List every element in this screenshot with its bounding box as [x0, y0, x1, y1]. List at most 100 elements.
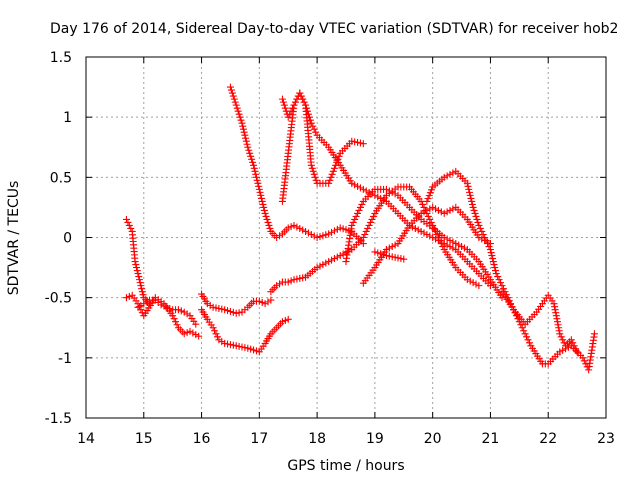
data-point	[449, 238, 457, 246]
data-point	[259, 200, 267, 208]
data-point	[306, 116, 314, 124]
data-point	[139, 291, 147, 299]
data-point	[425, 192, 433, 200]
data-point	[284, 224, 292, 232]
data-point	[351, 181, 359, 189]
data-point	[349, 218, 357, 226]
data-point	[228, 89, 236, 97]
data-point	[472, 280, 480, 288]
data-point	[466, 277, 474, 285]
data-point	[296, 89, 304, 97]
data-point	[281, 317, 289, 325]
data-point	[356, 139, 364, 147]
data-point	[382, 252, 390, 260]
data-point	[241, 131, 249, 139]
data-point	[278, 95, 286, 103]
data-point	[328, 228, 336, 236]
data-point	[280, 101, 288, 109]
series-arc-10	[342, 185, 506, 302]
data-point	[333, 253, 341, 261]
data-point	[486, 246, 494, 254]
data-point	[569, 339, 577, 347]
data-point	[427, 218, 435, 226]
data-point	[348, 137, 356, 145]
x-tick-label: 18	[308, 431, 326, 447]
data-point	[419, 200, 427, 208]
data-point	[351, 215, 359, 223]
data-point	[498, 282, 506, 290]
x-tick-label: 16	[193, 431, 211, 447]
data-point	[426, 189, 434, 197]
data-point	[244, 344, 252, 352]
data-point	[518, 324, 526, 332]
data-point	[247, 152, 255, 160]
data-point	[243, 140, 251, 148]
data-point	[257, 191, 265, 199]
x-tick-label: 23	[597, 431, 615, 447]
series-arc-13	[423, 167, 598, 374]
data-point	[234, 107, 242, 115]
data-point	[356, 184, 364, 192]
data-point	[463, 179, 471, 187]
data-point	[244, 143, 252, 151]
data-point	[192, 320, 200, 328]
data-point	[391, 241, 399, 249]
data-point	[523, 333, 531, 341]
data-point	[237, 116, 245, 124]
data-point	[256, 188, 264, 196]
data-point	[555, 327, 563, 335]
series-arc-12	[371, 248, 408, 263]
data-point	[304, 229, 312, 237]
data-point	[246, 149, 254, 157]
data-point	[132, 261, 140, 269]
data-point	[290, 276, 298, 284]
data-point	[430, 224, 438, 232]
data-point	[293, 223, 301, 231]
data-point	[122, 215, 130, 223]
data-point	[374, 249, 382, 257]
data-point	[492, 270, 500, 278]
data-point	[440, 209, 448, 217]
data-point	[186, 327, 194, 335]
data-point	[557, 333, 565, 341]
data-point	[290, 101, 298, 109]
data-point	[484, 240, 492, 248]
data-point	[380, 251, 388, 259]
data-point	[359, 140, 367, 148]
data-point	[333, 225, 341, 233]
data-point	[468, 200, 476, 208]
data-point	[287, 277, 295, 285]
data-point	[336, 252, 344, 260]
data-point	[550, 300, 558, 308]
data-point	[192, 331, 200, 339]
data-point	[429, 203, 437, 211]
tick-label-layer: 14 15 16 17 18 19 20 21 22 23 -1.5 -1 -0.5 0 0.5 1 1.5	[45, 50, 615, 447]
data-point	[475, 221, 483, 229]
data-point	[135, 303, 143, 311]
data-point	[481, 234, 489, 241]
data-point	[307, 119, 315, 127]
data-point	[570, 342, 578, 350]
data-point	[443, 172, 451, 180]
data-point	[432, 205, 440, 213]
data-point	[227, 86, 235, 94]
data-point	[385, 244, 393, 252]
data-point	[423, 230, 431, 238]
data-point	[554, 321, 562, 329]
data-point	[138, 288, 146, 296]
data-point	[252, 170, 260, 178]
data-point	[440, 240, 448, 248]
data-point	[553, 318, 561, 326]
data-point	[284, 113, 292, 121]
data-point	[157, 301, 165, 309]
data-point	[487, 249, 495, 257]
data-point	[382, 246, 390, 254]
data-point	[449, 244, 457, 252]
data-point	[362, 187, 370, 195]
data-point	[255, 185, 263, 193]
data-point	[287, 107, 295, 115]
series-arc-11	[359, 203, 494, 287]
data-point	[322, 231, 330, 239]
data-point	[443, 241, 451, 249]
